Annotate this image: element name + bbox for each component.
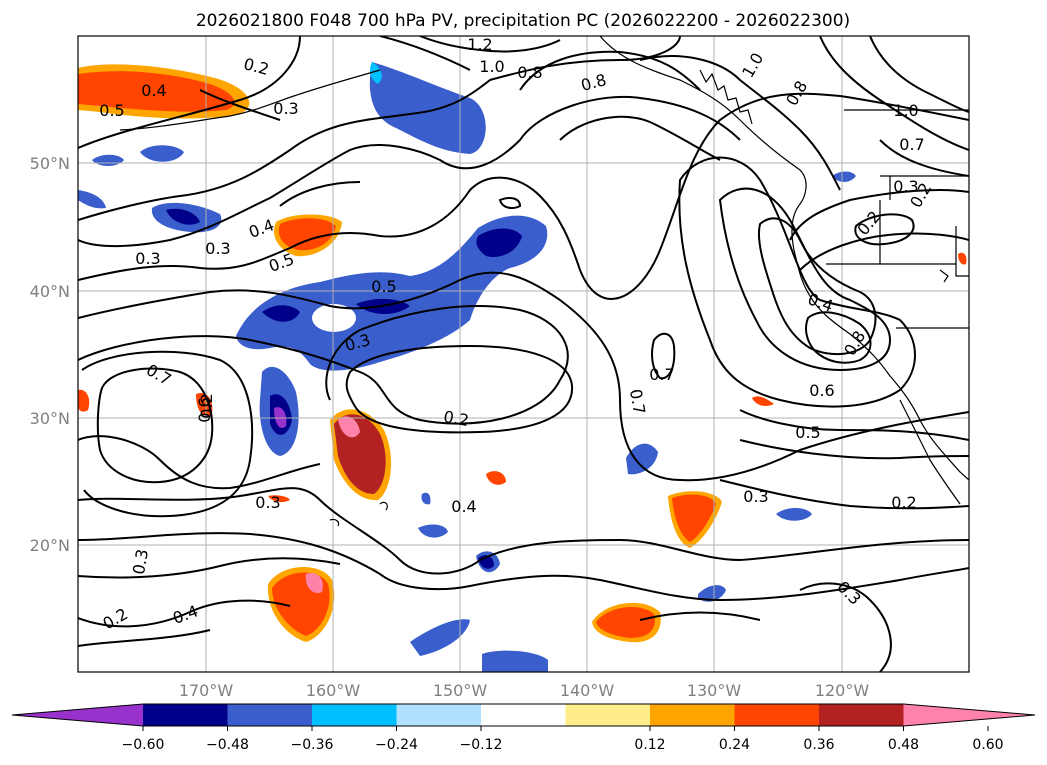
colorbar-tick-label: 0.12	[634, 737, 665, 753]
lon-labels: 170°W 160°W 150°W 140°W 130°W 120°W	[179, 681, 870, 700]
contour-label: 0.5	[795, 423, 820, 442]
colorbar-tick-label: −0.48	[206, 737, 249, 753]
colorbar-tick-label: −0.36	[291, 737, 334, 753]
colorbar-tick-label: 0.60	[972, 737, 1003, 753]
colorbar-segment	[312, 704, 397, 726]
colorbar-tick-label: 0.36	[803, 737, 834, 753]
colorbar-segment	[565, 704, 651, 726]
colorbar-segment	[650, 704, 735, 726]
colorbar-extend-min	[12, 704, 143, 726]
contour-label: 0.7	[649, 365, 674, 384]
contour-label: 0.3	[273, 99, 298, 118]
colorbar-segment	[227, 704, 313, 726]
contour-label: 1.0	[893, 101, 918, 120]
contour-label: 0.5	[371, 277, 396, 296]
contour-label: 0.7	[899, 135, 924, 154]
lon-label: 130°W	[687, 681, 742, 700]
colorbar-segment	[143, 704, 228, 726]
lon-label: 160°W	[306, 681, 361, 700]
colorbar-segment	[819, 704, 904, 726]
contour-label: 0.3	[255, 493, 280, 512]
lat-label: 40°N	[30, 282, 70, 301]
precip-shading	[78, 62, 967, 672]
contour-label: 0.5	[99, 101, 124, 120]
contour-label: 0.7	[626, 388, 649, 416]
colorbar-tick-label: −0.60	[122, 737, 165, 753]
lon-label: 140°W	[560, 681, 615, 700]
lat-label: 50°N	[30, 154, 70, 173]
colorbar-tick-label: −0.12	[460, 737, 503, 753]
map-panel: 0.40.50.20.31.21.0 0.8 0.81.00.81.00.70.30…	[78, 35, 969, 672]
contour-label: 0.2	[197, 393, 216, 418]
colorbar-tick-label: −0.24	[375, 737, 418, 753]
contour-label: 0.8	[517, 63, 542, 82]
contour-label: 0.3	[743, 487, 768, 506]
contour-label: 0.3	[893, 177, 918, 196]
lon-label: 170°W	[179, 681, 234, 700]
lat-labels: 50°N 40°N 30°N 20°N	[30, 154, 70, 555]
contour-label: 0.3	[129, 548, 152, 576]
contour-label: 0.2	[442, 407, 470, 430]
contour-label: 0.2	[891, 493, 916, 512]
colorbar-tick-label: 0.48	[888, 737, 919, 753]
contour-label: 0.4	[141, 81, 166, 100]
lon-label: 120°W	[815, 681, 870, 700]
colorbar-segment	[734, 704, 820, 726]
colorbar-segment	[396, 704, 482, 726]
lat-label: 30°N	[30, 409, 70, 428]
contour-label: 1.0	[479, 57, 504, 76]
lat-label: 20°N	[30, 536, 70, 555]
contour-label: 1.2	[467, 35, 492, 54]
contour-label: 0.3	[135, 249, 160, 268]
lon-label: 150°W	[433, 681, 488, 700]
colorbar-segment	[481, 704, 566, 726]
contour-label: 0.6	[809, 381, 834, 400]
contour-label: 0.4	[451, 497, 476, 516]
figure-title: 2026021800 F048 700 hPa PV, precipitatio…	[196, 11, 850, 31]
precip-colorbar: −0.60 −0.48 −0.36 −0.24 −0.12 0.12 0.24 0.36 0.4…	[11, 703, 1036, 753]
contour-label: 0.6	[195, 397, 214, 422]
colorbar-tick-label: 0.24	[719, 737, 750, 753]
contour-label: 0.3	[205, 239, 230, 258]
coastlines	[119, 36, 969, 527]
map-frame	[77, 35, 970, 673]
colorbar-extend-max	[903, 704, 1035, 726]
